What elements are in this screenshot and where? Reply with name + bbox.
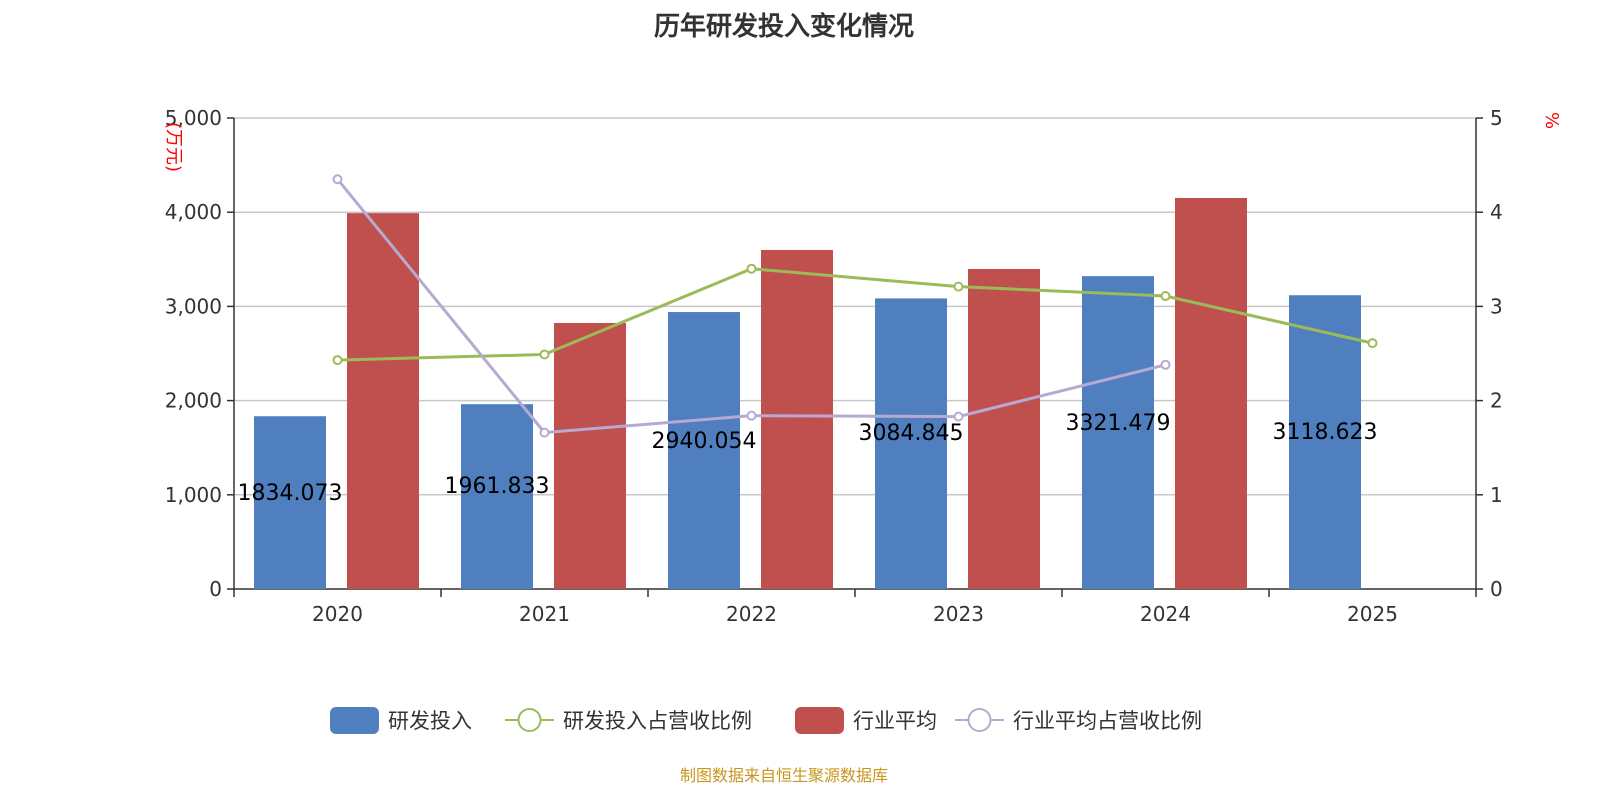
right-tick-label: 1 — [1490, 483, 1503, 507]
left-tick-label: 2,000 — [165, 389, 222, 413]
point-研发投入占营收比例 — [1160, 291, 1171, 302]
x-tick-label: 2021 — [519, 602, 570, 626]
bar-研发投入 — [254, 416, 326, 589]
point-研发投入占营收比例 — [746, 263, 757, 274]
legend-label: 行业平均占营收比例 — [1013, 709, 1202, 733]
data-label: 3084.845 — [859, 421, 964, 446]
legend-swatch — [330, 707, 379, 734]
right-tick-label: 4 — [1490, 200, 1503, 224]
x-tick-label: 2022 — [726, 602, 777, 626]
right-tick-label: 3 — [1490, 294, 1503, 318]
bar-研发投入 — [875, 298, 947, 589]
data-label: 1961.833 — [445, 474, 550, 499]
point-研发投入占营收比例 — [539, 349, 550, 360]
right-tick-label: 0 — [1490, 577, 1503, 601]
legend-label: 研发投入占营收比例 — [563, 709, 752, 733]
x-tick-label: 2025 — [1347, 602, 1398, 626]
point-行业平均占营收比例 — [746, 410, 757, 421]
bar-行业平均 — [968, 269, 1040, 589]
bar-行业平均 — [554, 322, 626, 589]
left-tick-label: 5,000 — [165, 106, 222, 130]
left-tick-label: 4,000 — [165, 200, 222, 224]
bar-行业平均 — [347, 213, 419, 589]
x-tick-label: 2024 — [1140, 602, 1191, 626]
x-tick-label: 2023 — [933, 602, 984, 626]
point-行业平均占营收比例 — [1160, 359, 1171, 370]
right-tick-label: 2 — [1490, 389, 1503, 413]
right-axis-title: % — [1541, 112, 1562, 129]
legend-swatch — [795, 707, 844, 734]
left-tick-label: 1,000 — [165, 483, 222, 507]
data-label: 1834.073 — [238, 481, 343, 506]
data-label: 3321.479 — [1066, 411, 1171, 436]
line-研发投入占营收比例 — [337, 267, 1373, 362]
point-研发投入占营收比例 — [953, 281, 964, 292]
left-tick-label: 0 — [209, 577, 222, 601]
point-研发投入占营收比例 — [1367, 338, 1378, 349]
source-note: 制图数据来自恒生聚源数据库 — [679, 766, 888, 785]
legend-marker — [517, 708, 542, 732]
bar-研发投入 — [1289, 295, 1361, 589]
legend-label: 行业平均 — [853, 709, 937, 733]
bar-研发投入 — [668, 312, 740, 589]
point-行业平均占营收比例 — [953, 411, 964, 422]
point-行业平均占营收比例 — [539, 427, 550, 438]
left-axis-title: (万元) — [163, 122, 184, 172]
right-tick-label: 5 — [1490, 106, 1503, 130]
bar-研发投入 — [1082, 276, 1154, 589]
x-tick-label: 2020 — [312, 602, 363, 626]
bar-研发投入 — [461, 404, 533, 589]
point-研发投入占营收比例 — [332, 355, 343, 366]
chart-title: 历年研发投入变化情况 — [653, 12, 914, 42]
bar-行业平均 — [1175, 197, 1247, 589]
data-label: 2940.054 — [652, 429, 757, 454]
left-tick-label: 3,000 — [165, 294, 222, 318]
bar-行业平均 — [761, 249, 833, 590]
legend-marker — [967, 708, 992, 732]
point-行业平均占营收比例 — [332, 174, 343, 185]
data-label: 3118.623 — [1273, 420, 1378, 445]
legend-label: 研发投入 — [388, 709, 472, 733]
